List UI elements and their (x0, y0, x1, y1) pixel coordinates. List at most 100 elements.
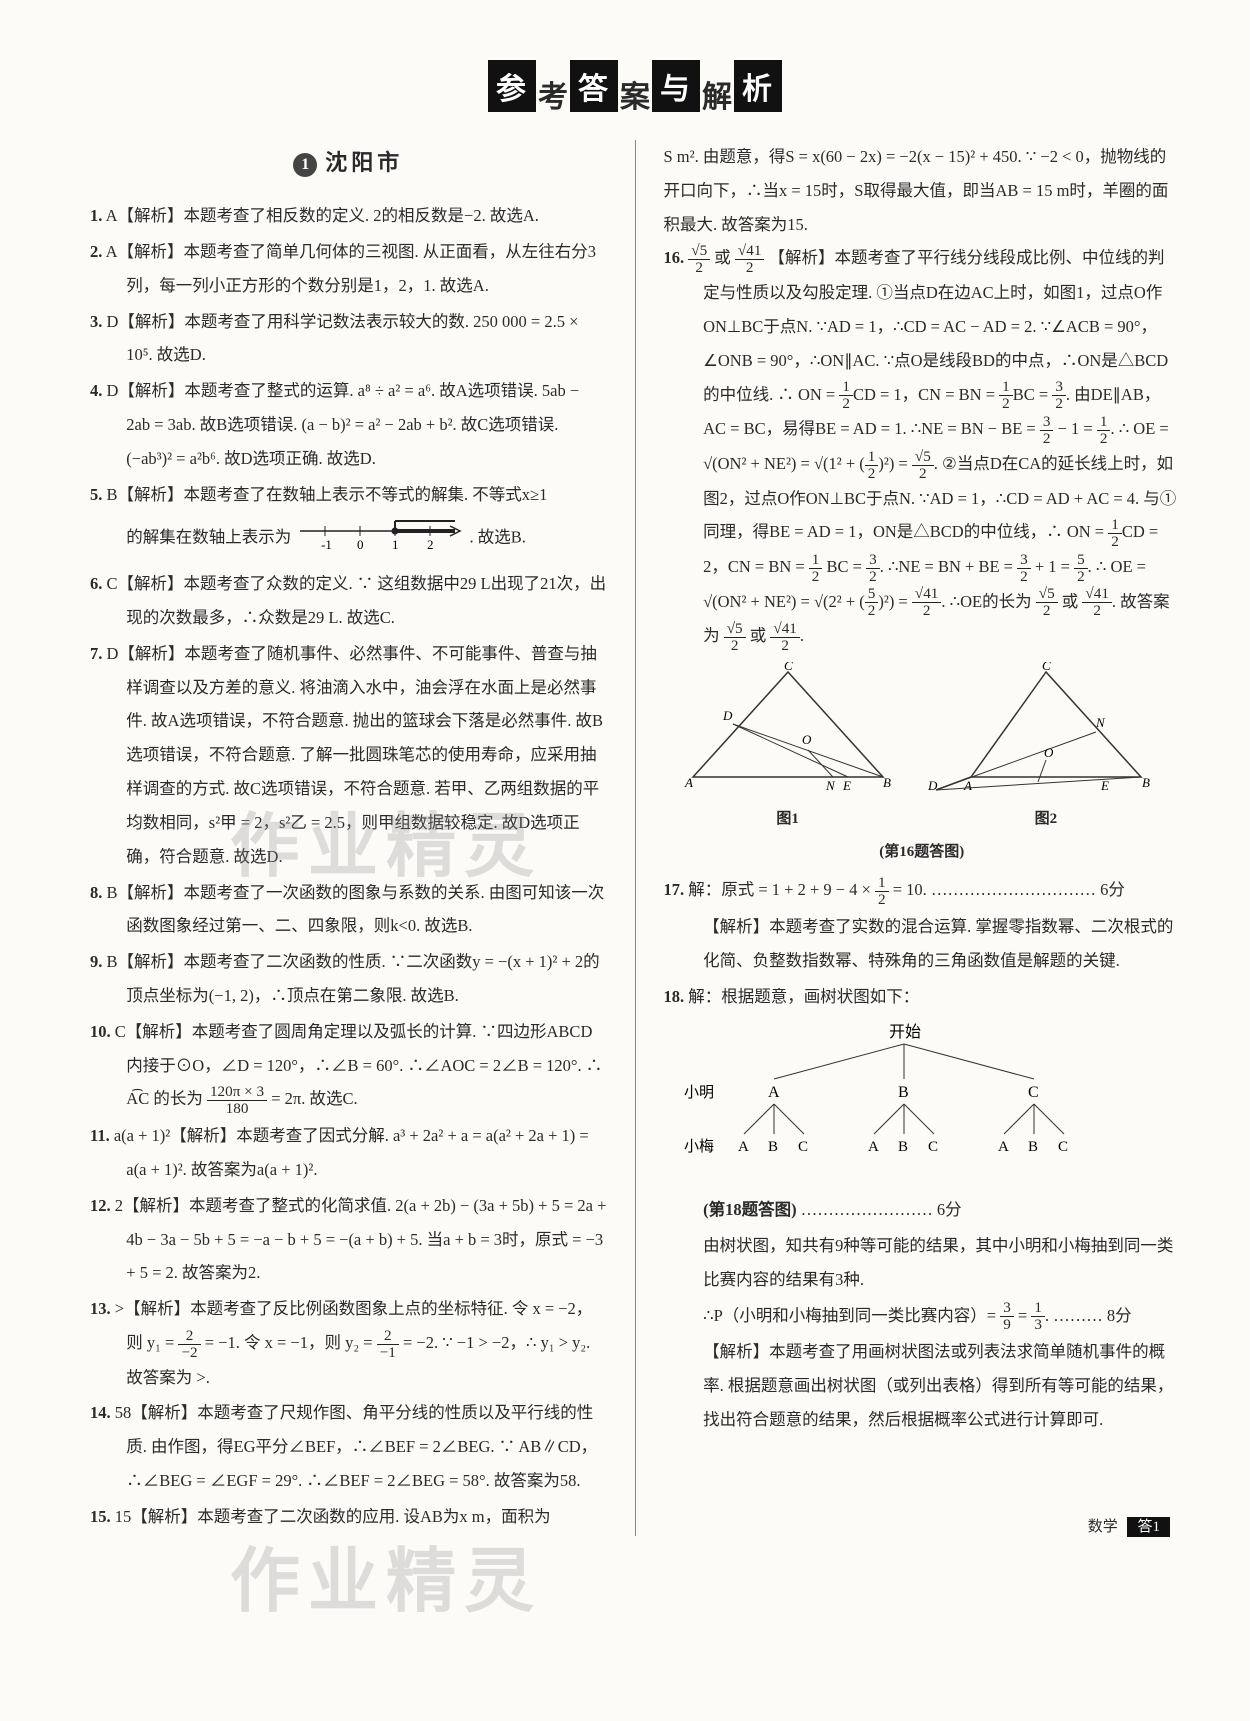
svg-text:C: C (1042, 662, 1051, 673)
title-seg: 考 (536, 72, 570, 116)
item-answer: C (107, 574, 118, 593)
fraction: √412 (735, 243, 765, 276)
dots: …………………… (801, 1200, 933, 1219)
fraction: 120π × 3180 (207, 1084, 267, 1117)
item-explanation: 【解析】本题考查了随机事件、必然事件、不可能事件、普查与抽样调查以及方差的意义.… (118, 644, 603, 866)
item-answer: B (107, 485, 118, 504)
text: . (800, 626, 804, 645)
answer-item: 16. √52 或 √412 【解析】本题考查了平行线分线段成比例、中位线的判定… (664, 241, 1181, 654)
svg-text:A: A (768, 1084, 780, 1101)
text: = 2π. 故选C. (267, 1089, 358, 1108)
svg-text:C: C (798, 1139, 808, 1155)
fraction: 52 (865, 586, 879, 619)
tree-root-label: 开始 (889, 1023, 921, 1041)
title-seg: 案 (618, 72, 652, 116)
item-explanation: 【解析】本题考查了相反数的定义. 2的相反数是−2. 故选A. (118, 206, 539, 225)
answer-item: 4. D【解析】本题考查了整式的运算. a⁸ ÷ a² = a⁶. 故A选项错误… (90, 374, 607, 475)
fraction: 32 (1040, 414, 1054, 447)
figure-caption-main: (第16题答图) (664, 837, 1181, 868)
tree-diagram: 开始 小明 A B C 小梅 ABC ABC (664, 1019, 1181, 1191)
item-answer: D (107, 381, 119, 400)
dots: ……… (1053, 1306, 1103, 1325)
answer-item: 14. 58【解析】本题考查了尺规作图、角平分线的性质以及平行线的性质. 由作图… (90, 1396, 607, 1497)
answer-item: 17. 解：原式 = 1 + 2 + 9 − 4 × 12 = 10. …………… (664, 873, 1181, 908)
figure-caption: 图2 (926, 804, 1166, 835)
fraction: √412 (1082, 586, 1112, 619)
svg-text:C: C (784, 662, 793, 673)
item-answer: B (107, 952, 118, 971)
item-answer: > (115, 1299, 124, 1318)
text: 或 (710, 248, 735, 267)
answer-item: 1. A【解析】本题考查了相反数的定义. 2的相反数是−2. 故选A. (90, 199, 607, 233)
item-number: 6. (90, 574, 102, 593)
svg-text:A: A (684, 775, 693, 790)
footer-page-number: 答1 (1127, 1517, 1170, 1537)
svg-text:D: D (927, 778, 938, 792)
svg-text:0: 0 (357, 537, 364, 552)
item-number: 18. (664, 987, 685, 1006)
title-seg: 答 (570, 60, 618, 112)
item-explanation: 【解析】本题考查了二次函数的性质. ∵二次函数y = −(x + 1)² + 2… (118, 952, 600, 1005)
svg-text:小梅: 小梅 (684, 1138, 714, 1155)
svg-text:D: D (722, 708, 733, 723)
svg-text:A: A (738, 1139, 749, 1155)
item-answer: C (115, 1022, 126, 1041)
item-number: 8. (90, 883, 102, 902)
fraction: 12 (875, 875, 889, 908)
svg-text:B: B (1142, 775, 1150, 790)
text: . ∴NE = BN + BE = (880, 557, 1017, 576)
dots: ………………………… (931, 880, 1096, 899)
svg-text:E: E (1100, 778, 1109, 792)
page-footer: 数学 答1 (1088, 1515, 1170, 1536)
item-explanation: 【解析】本题考查了简单几何体的三视图. 从正面看，从左往右分3列，每一列小正方形… (118, 242, 597, 295)
title-seg: 析 (734, 60, 782, 112)
fraction: 13 (1031, 1300, 1045, 1333)
item-explanation: 【解析】本题考查了整式的化简求值. 2(a + 2b) − (3a + 5b) … (123, 1196, 606, 1283)
item-number: 15. (90, 1507, 111, 1526)
text: BC = (822, 557, 866, 576)
text: − 1 = (1053, 419, 1096, 438)
fraction: 2−1 (377, 1328, 399, 1361)
item-explanation: 【解析】本题考查了在数轴上表示不等式的解集. 不等式x≥1 (118, 485, 548, 504)
item-answer: D (107, 644, 119, 663)
item-answer: D (107, 312, 119, 331)
text: 或 (1058, 592, 1083, 611)
item-explanation: 【解析】本题考查了众数的定义. ∵ 这组数据中29 L出现了21次，出现的次数最… (118, 574, 607, 627)
item-explanation: 【解析】本题考查了二次函数的应用. 设AB为x m，面积为 (131, 1507, 550, 1526)
left-column: 1沈阳市 1. A【解析】本题考查了相反数的定义. 2的相反数是−2. 故选A.… (90, 140, 607, 1536)
item-explanation: 【解析】本题考查了用科学记数法表示较大的数. 250 000 = 2.5 × 1… (118, 312, 578, 365)
text: = 10. (889, 880, 931, 899)
fraction: √52 (912, 449, 934, 482)
footer-subject: 数学 (1088, 1519, 1118, 1535)
fraction: 12 (1097, 414, 1111, 447)
answer-item: 15. 15【解析】本题考查了二次函数的应用. 设AB为x m，面积为 (90, 1500, 607, 1534)
svg-text:B: B (768, 1139, 778, 1155)
fraction: 2−2 (178, 1328, 200, 1361)
item-answer: A (106, 206, 118, 225)
fraction: 12 (865, 449, 879, 482)
fraction: √52 (724, 621, 746, 654)
item-explanation: 【解析】本题考查了圆周角定理以及弧长的计算. ∵四边形ABCD内接于⊙O，∠D … (126, 1022, 602, 1109)
figure-caption: (第18题答图) (703, 1200, 797, 1219)
score: 8分 (1107, 1306, 1132, 1325)
item-number: 14. (90, 1403, 111, 1422)
answer-item: 6. C【解析】本题考查了众数的定义. ∵ 这组数据中29 L出现了21次，出现… (90, 567, 607, 635)
figure-caption-line: (第18题答图) …………………… 6分 (664, 1193, 1181, 1227)
item-number: 4. (90, 381, 102, 400)
text: + 1 = (1031, 557, 1074, 576)
column-divider (635, 140, 636, 1536)
item-number: 3. (90, 312, 102, 331)
item-number: 17. (664, 880, 685, 899)
answer-item: 5. B【解析】本题考查了在数轴上表示不等式的解集. 不等式x≥1 (90, 478, 607, 512)
item-number: 2. (90, 242, 102, 261)
svg-text:A: A (998, 1139, 1009, 1155)
svg-text:N: N (1095, 715, 1106, 730)
section-number-badge: 1 (293, 153, 317, 177)
title-seg: 参 (488, 60, 536, 112)
text: . (1045, 1306, 1053, 1325)
answer-item: 9. B【解析】本题考查了二次函数的性质. ∵二次函数y = −(x + 1)²… (90, 945, 607, 1013)
answer-item: 10. C【解析】本题考查了圆周角定理以及弧长的计算. ∵四边形ABCD内接于⊙… (90, 1015, 607, 1117)
svg-text:B: B (898, 1139, 908, 1155)
text: 解：原式 = 1 + 2 + 9 − 4 × (688, 880, 875, 899)
watermark: 作业精灵 (230, 1525, 542, 1626)
